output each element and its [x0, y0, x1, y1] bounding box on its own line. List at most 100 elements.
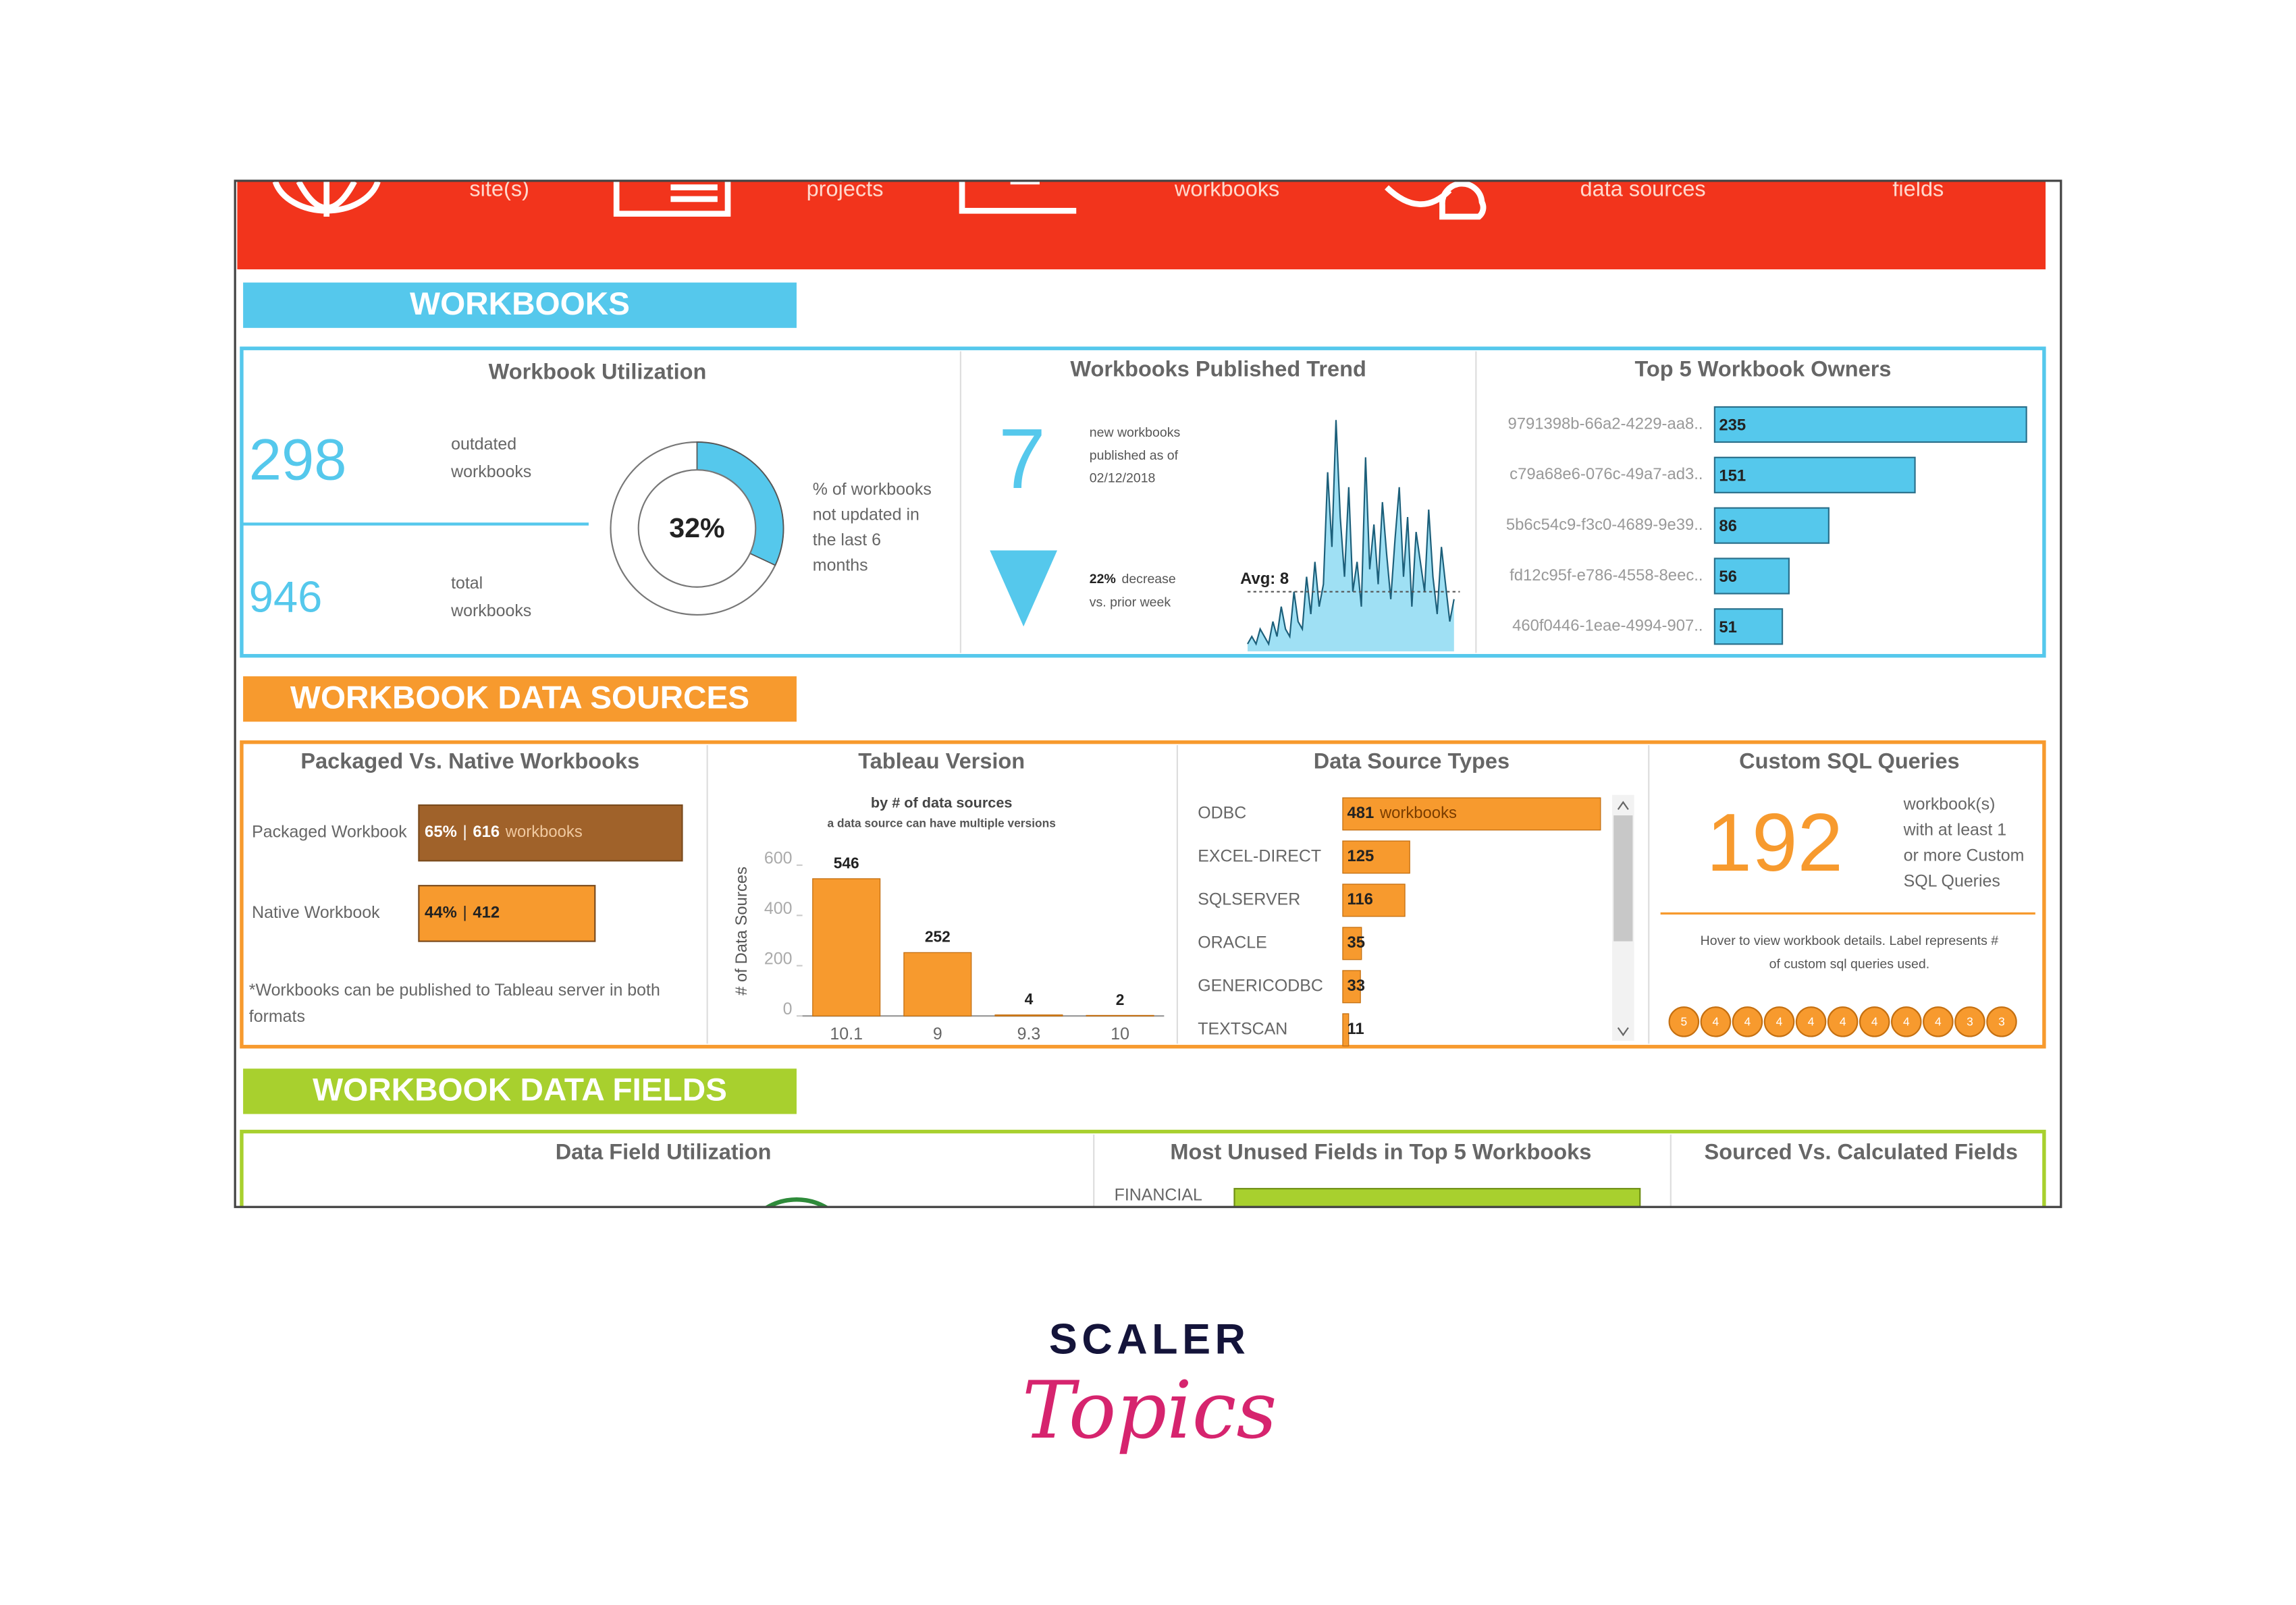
- scroll-up[interactable]: [1617, 800, 1629, 811]
- text-part: 125: [1347, 847, 1374, 865]
- bar[interactable]: [1342, 927, 1362, 960]
- kpi-value: 298: [249, 427, 347, 492]
- bar[interactable]: [1342, 970, 1361, 1004]
- text-part: 11: [1347, 1020, 1364, 1038]
- sql-circle[interactable]: [1923, 1006, 1954, 1037]
- text-part: 44%: [425, 904, 457, 922]
- avg-label: Avg: 8: [1240, 570, 1289, 588]
- y-tick-label: 400: [764, 899, 793, 918]
- owner-name: 9791398b-66a2-4229-aa8..: [1507, 414, 1703, 433]
- section-heading: WORKBOOK DATA SOURCES: [290, 680, 749, 715]
- bar[interactable]: [418, 804, 683, 862]
- trend-area: [1247, 420, 1454, 652]
- sql-circle[interactable]: [1700, 1006, 1732, 1037]
- panel-title: Top 5 Workbook Owners: [1634, 356, 1891, 381]
- panel-title: Packaged Vs. Native Workbooks: [300, 749, 639, 773]
- section-heading: WORKBOOKS: [410, 286, 630, 322]
- bar[interactable]: [1342, 883, 1406, 917]
- x-tick-label: 10: [1111, 1025, 1129, 1043]
- sql-circle[interactable]: [1859, 1006, 1890, 1037]
- bar[interactable]: [994, 1014, 1063, 1016]
- x-tick-label: 10.1: [830, 1025, 863, 1043]
- bar[interactable]: [1713, 507, 1830, 544]
- kpi-label: with at least 1: [1903, 820, 2006, 839]
- text-part: workbooks: [1379, 804, 1457, 822]
- kpi-label: 02/12/2018: [1090, 470, 1156, 485]
- sql-circle[interactable]: [1891, 1006, 1922, 1037]
- bar-label: 44% | 412: [425, 904, 500, 922]
- panel-title: Data Field Utilization: [556, 1140, 772, 1164]
- bar-label: 65% | 616 workbooks: [425, 823, 583, 841]
- projects-icon-lines: [670, 184, 718, 202]
- panel-title: Most Unused Fields in Top 5 Workbooks: [1170, 1140, 1591, 1164]
- sql-circle[interactable]: [1827, 1006, 1859, 1037]
- header-label: data sources: [1580, 177, 1706, 201]
- text-part: 22%: [1090, 572, 1116, 587]
- x-tick-label: 9: [933, 1025, 942, 1043]
- text-part: 116: [1347, 890, 1372, 908]
- bar-label: 252: [925, 928, 951, 946]
- circle-label: 4: [1935, 1015, 1942, 1029]
- panel-title: Data Source Types: [1314, 749, 1510, 773]
- scroll-down[interactable]: [1617, 1027, 1629, 1037]
- sql-circle[interactable]: [1763, 1006, 1795, 1037]
- header-band: [237, 181, 2046, 270]
- circle-label: 4: [1713, 1015, 1719, 1029]
- kpi-label: workbook(s): [1903, 794, 1996, 813]
- bar[interactable]: [1713, 406, 2027, 443]
- bar[interactable]: [1086, 1014, 1154, 1016]
- footnote: formats: [249, 1007, 305, 1026]
- bar[interactable]: [903, 952, 972, 1016]
- sql-circle[interactable]: [1732, 1006, 1763, 1037]
- header-label: workbooks: [1174, 177, 1279, 201]
- bar[interactable]: [1342, 1013, 1350, 1047]
- sql-circle[interactable]: [1668, 1006, 1700, 1037]
- logo-product: Topics: [1022, 1364, 1277, 1457]
- section-heading-bg: [243, 676, 797, 722]
- panel-title: Custom SQL Queries: [1739, 749, 1959, 773]
- sql-circle[interactable]: [1795, 1006, 1827, 1037]
- text-part: 481: [1347, 804, 1374, 822]
- text-part: 412: [473, 904, 500, 922]
- kpi-label: workbooks: [450, 601, 531, 620]
- sql-circle[interactable]: [1986, 1006, 2017, 1037]
- bar[interactable]: [1713, 456, 1916, 493]
- panel-title: Workbook Utilization: [489, 360, 707, 384]
- circle-label: 4: [1871, 1015, 1878, 1029]
- section-heading-bg: [243, 1068, 797, 1114]
- bar[interactable]: [418, 885, 596, 942]
- bar[interactable]: [1713, 557, 1790, 595]
- text-part: |: [462, 904, 466, 922]
- donut-hole: [637, 469, 757, 588]
- bar-label: 235: [1719, 416, 1746, 434]
- panel: [240, 1129, 2046, 1207]
- bar[interactable]: [1342, 797, 1601, 831]
- x-tick-label: 9.3: [1017, 1025, 1041, 1043]
- dashboard-content: site(s) projects workbooks data sources fiel…: [237, 177, 2046, 1207]
- header-label: fields: [1892, 177, 1944, 201]
- circle-label: 3: [1998, 1015, 2005, 1029]
- bar-label: 56: [1719, 568, 1737, 586]
- y-tick-label: 200: [764, 950, 793, 969]
- bar-category: SQLSERVER: [1198, 890, 1300, 908]
- scrollbar-thumb[interactable]: [1613, 815, 1633, 942]
- owner-name: 5b6c54c9-f3c0-4689-9e39..: [1506, 516, 1703, 534]
- sql-circle[interactable]: [1954, 1006, 1985, 1037]
- kpi-label: published as of: [1090, 448, 1179, 463]
- bar[interactable]: [812, 878, 881, 1016]
- bar-label: 4: [1025, 990, 1034, 1008]
- partial-bar: [1233, 1188, 1641, 1207]
- frame: [234, 180, 2062, 1208]
- kpi-label: total: [451, 574, 483, 593]
- bar-label: 2: [1116, 991, 1125, 1008]
- bar-label: 125: [1347, 847, 1374, 865]
- kpi-label: new workbooks: [1090, 425, 1181, 440]
- globe-icon: [272, 181, 381, 217]
- bar[interactable]: [1713, 608, 1784, 645]
- header-label: projects: [807, 177, 884, 201]
- bar-label: 33: [1347, 977, 1365, 995]
- bar[interactable]: [1342, 840, 1410, 874]
- text-part: 35: [1347, 933, 1365, 952]
- bar-category: ORACLE: [1198, 933, 1267, 952]
